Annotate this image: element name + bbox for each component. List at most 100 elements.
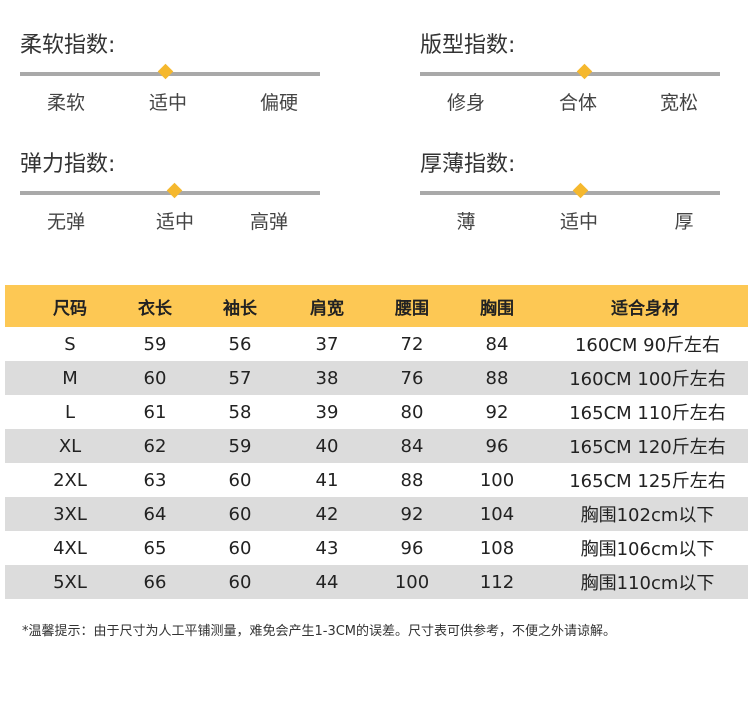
cell-shoulder: 38 (315, 367, 339, 389)
scale-title: 弹力指数: (20, 152, 116, 177)
table-row: 5XL 66 60 44 100 112 胸围110cm以下 (5, 565, 748, 599)
cell-length: 60 (143, 367, 167, 389)
scale-label-mid: 适中 (148, 92, 188, 114)
size-table: 尺码 衣长 袖长 肩宽 腰围 胸围 适合身材 S 59 56 37 72 84 … (5, 285, 748, 599)
cell-size: L (64, 401, 76, 423)
cell-shoulder: 41 (315, 469, 339, 491)
cell-sleeve: 56 (228, 333, 252, 355)
scale-softness: 柔软指数: 柔软 适中 偏硬 (20, 27, 320, 117)
cell-size: 3XL (53, 503, 87, 525)
scale-marker-diamond (157, 63, 174, 80)
header-chest: 胸围 (480, 298, 514, 319)
cell-length: 63 (143, 469, 167, 491)
cell-sleeve: 60 (228, 571, 252, 593)
cell-waist: 76 (400, 367, 424, 389)
cell-length: 61 (143, 401, 167, 423)
scale-label-high: 高弹 (249, 211, 289, 233)
cell-sleeve: 60 (228, 469, 252, 491)
cell-waist: 80 (400, 401, 424, 423)
cell-fit: 165CM 110斤左右 (569, 403, 726, 424)
scale-fit: 版型指数: 修身 合体 宽松 (420, 27, 720, 117)
table-row: L 61 58 39 80 92 165CM 110斤左右 (5, 395, 748, 429)
cell-shoulder: 44 (315, 571, 339, 593)
cell-chest: 100 (479, 469, 515, 491)
cell-chest: 88 (485, 367, 509, 389)
cell-waist: 88 (400, 469, 424, 491)
scale-label-high: 宽松 (659, 92, 699, 114)
scale-title: 厚薄指数: (420, 152, 516, 177)
scale-title: 版型指数: (420, 33, 516, 58)
scale-marker-diamond (576, 63, 593, 80)
cell-fit: 160CM 90斤左右 (574, 335, 721, 356)
scale-label-high: 厚 (674, 211, 694, 233)
cell-chest: 92 (485, 401, 509, 423)
table-row: M 60 57 38 76 88 160CM 100斤左右 (5, 361, 748, 395)
scale-label-mid: 适中 (155, 211, 195, 233)
cell-shoulder: 43 (315, 537, 339, 559)
cell-fit: 160CM 100斤左右 (569, 369, 726, 390)
cell-chest: 84 (485, 333, 509, 355)
scale-label-low: 无弹 (46, 211, 86, 233)
cell-chest: 96 (485, 435, 509, 457)
cell-length: 59 (143, 333, 167, 355)
cell-fit: 165CM 125斤左右 (569, 471, 726, 492)
cell-sleeve: 60 (228, 537, 252, 559)
scale-label-low: 修身 (446, 92, 486, 114)
cell-waist: 92 (400, 503, 424, 525)
cell-size: XL (58, 435, 82, 457)
cell-waist: 72 (400, 333, 424, 355)
cell-shoulder: 40 (315, 435, 339, 457)
cell-shoulder: 42 (315, 503, 339, 525)
cell-waist: 84 (400, 435, 424, 457)
table-row: S 59 56 37 72 84 160CM 90斤左右 (5, 327, 748, 361)
header-waist: 腰围 (395, 298, 429, 319)
cell-waist: 100 (394, 571, 430, 593)
cell-size: M (62, 367, 78, 389)
scale-track (420, 191, 720, 195)
header-shoulder: 肩宽 (310, 298, 344, 319)
cell-sleeve: 59 (228, 435, 252, 457)
scale-label-mid: 合体 (558, 92, 598, 114)
cell-sleeve: 60 (228, 503, 252, 525)
cell-fit: 胸围106cm以下 (580, 539, 715, 560)
header-fit: 适合身材 (611, 298, 679, 319)
table-row: 4XL 65 60 43 96 108 胸围106cm以下 (5, 531, 748, 565)
table-header-row: 尺码 衣长 袖长 肩宽 腰围 胸围 适合身材 (5, 285, 748, 327)
cell-waist: 96 (400, 537, 424, 559)
cell-shoulder: 39 (315, 401, 339, 423)
cell-size: 4XL (53, 537, 87, 559)
measurement-note: *温馨提示：由于尺寸为人工平铺测量，难免会产生1-3CM的误差。尺寸表可供参考，… (22, 624, 617, 639)
scale-label-mid: 适中 (559, 211, 599, 233)
scale-track (420, 72, 720, 76)
header-length: 衣长 (138, 298, 172, 319)
cell-length: 65 (143, 537, 167, 559)
cell-length: 62 (143, 435, 167, 457)
scale-elasticity: 弹力指数: 无弹 适中 高弹 (20, 146, 320, 236)
scale-thickness: 厚薄指数: 薄 适中 厚 (420, 146, 720, 236)
table-row: 2XL 63 60 41 88 100 165CM 125斤左右 (5, 463, 748, 497)
cell-chest: 104 (479, 503, 515, 525)
cell-sleeve: 57 (228, 367, 252, 389)
cell-chest: 112 (479, 571, 515, 593)
cell-shoulder: 37 (315, 333, 339, 355)
scale-label-low: 薄 (456, 211, 476, 233)
cell-size: 5XL (53, 571, 87, 593)
cell-size: S (64, 333, 76, 355)
cell-sleeve: 58 (228, 401, 252, 423)
cell-fit: 胸围110cm以下 (580, 573, 715, 594)
header-sleeve: 袖长 (223, 298, 257, 319)
cell-fit: 胸围102cm以下 (580, 505, 715, 526)
scale-title: 柔软指数: (20, 33, 116, 58)
scale-marker-diamond (572, 182, 589, 199)
cell-chest: 108 (479, 537, 515, 559)
cell-length: 66 (143, 571, 167, 593)
table-row: XL 62 59 40 84 96 165CM 120斤左右 (5, 429, 748, 463)
cell-size: 2XL (53, 469, 87, 491)
scale-label-high: 偏硬 (259, 92, 299, 114)
scale-marker-diamond (166, 182, 183, 199)
table-row: 3XL 64 60 42 92 104 胸围102cm以下 (5, 497, 748, 531)
header-size: 尺码 (53, 298, 87, 319)
cell-fit: 165CM 120斤左右 (569, 437, 726, 458)
cell-length: 64 (143, 503, 167, 525)
scale-label-low: 柔软 (46, 92, 86, 114)
